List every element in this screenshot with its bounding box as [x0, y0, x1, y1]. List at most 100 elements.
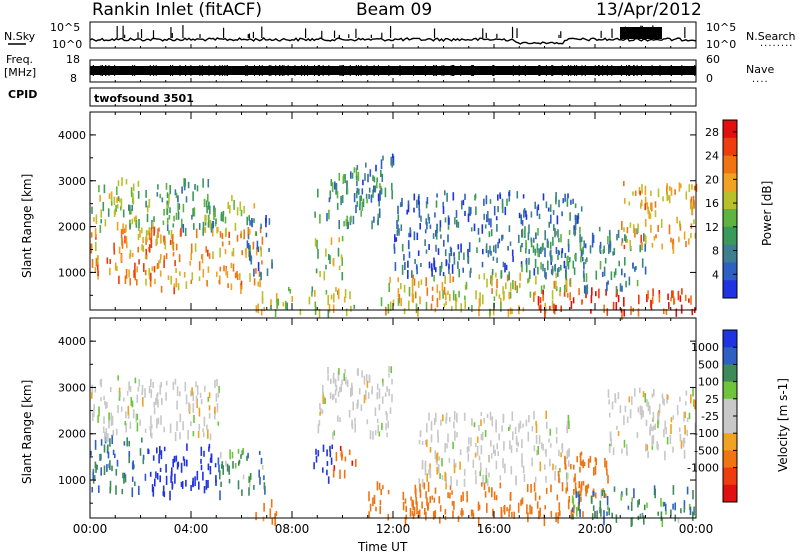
power-cell [161, 197, 164, 203]
velocity-cell [556, 494, 559, 501]
power-cell [144, 255, 147, 260]
power-cell [165, 253, 168, 260]
power-cell [448, 263, 450, 270]
velocity-cell [660, 497, 662, 507]
power-colorbar-tick-label: 8 [712, 245, 719, 258]
power-cell [527, 232, 530, 241]
power-cell [430, 263, 433, 272]
power-cell [551, 300, 554, 309]
velocity-cell [627, 505, 630, 510]
velocity-cell [435, 412, 437, 423]
velocity-cell [319, 403, 321, 410]
velocity-cell [686, 429, 688, 437]
power-cell [328, 254, 330, 261]
power-cell [350, 171, 352, 179]
velocity-cell [511, 511, 513, 518]
velocity-cell [194, 476, 196, 487]
power-cell [684, 294, 687, 302]
velocity-cell [543, 516, 546, 527]
velocity-cell [594, 457, 597, 462]
power-cell [368, 187, 371, 193]
power-cell [666, 185, 668, 195]
velocity-cell [511, 411, 514, 421]
power-cell [691, 206, 694, 216]
power-cell [245, 248, 247, 258]
power-cell [169, 207, 171, 214]
velocity-cell [122, 472, 124, 479]
velocity-cell [351, 460, 354, 466]
power-cell [109, 259, 111, 265]
power-cell [467, 248, 469, 257]
power-cell [428, 261, 431, 269]
power-cell [499, 194, 502, 199]
power-cell [369, 169, 372, 177]
velocity-cell [514, 426, 517, 435]
velocity-cell [640, 513, 643, 519]
velocity-cell [237, 448, 240, 454]
velocity-cell [608, 399, 610, 405]
velocity-cell [365, 374, 368, 382]
power-cell [152, 221, 154, 228]
power-cell [318, 308, 321, 318]
power-cell [625, 235, 627, 243]
velocity-colorbar-swatch [723, 450, 737, 469]
velocity-cell [538, 510, 540, 520]
velocity-cell [434, 450, 437, 460]
velocity-cell [109, 387, 112, 393]
power-cell [190, 243, 193, 254]
power-cell [210, 223, 213, 233]
power-cell [240, 285, 242, 295]
velocity-cell [486, 478, 489, 487]
velocity-cell [536, 450, 538, 456]
power-cell [222, 210, 225, 216]
power-cell [381, 173, 384, 183]
velocity-cell [528, 415, 530, 423]
velocity-cell [416, 508, 418, 515]
power-cell [490, 275, 492, 285]
power-cell [425, 218, 427, 225]
power-cell [198, 276, 201, 282]
velocity-cell [327, 374, 329, 381]
velocity-cell [123, 441, 126, 446]
velocity-cell [149, 471, 152, 477]
velocity-cell [379, 499, 382, 506]
velocity-cell [428, 412, 430, 421]
power-cell [251, 218, 253, 227]
velocity-cell [574, 482, 577, 492]
power-cell [416, 232, 419, 241]
power-cell [413, 231, 416, 241]
power-cell [508, 225, 511, 232]
power-cell [100, 219, 102, 224]
velocity-cell [413, 506, 416, 517]
velocity-cell [686, 417, 689, 423]
velocity-cell [418, 439, 421, 445]
power-cell [458, 251, 460, 261]
power-cell [442, 206, 445, 214]
velocity-cell [174, 378, 177, 385]
power-cell [491, 288, 493, 294]
power-cell [542, 193, 545, 201]
power-cell [372, 189, 374, 198]
power-cell [319, 214, 321, 224]
power-cell [151, 266, 154, 272]
power-cell [341, 257, 343, 266]
nave-tick-top: 60 [706, 53, 720, 66]
power-cell [417, 196, 420, 205]
power-cell [590, 295, 593, 304]
power-cell [536, 243, 539, 253]
power-cell [340, 195, 342, 206]
velocity-cell [231, 451, 234, 459]
velocity-cell [444, 471, 446, 482]
velocity-cell [427, 502, 430, 510]
power-cell [408, 251, 411, 258]
power-cell [694, 232, 697, 239]
power-cell [457, 221, 460, 228]
power-cell [458, 290, 460, 298]
power-cell [464, 210, 466, 217]
velocity-cell [565, 487, 568, 494]
velocity-cell [503, 441, 505, 451]
power-cell [150, 237, 152, 243]
power-cell [538, 251, 540, 258]
power-ytick-label: 1000 [58, 266, 86, 279]
velocity-cell [152, 455, 155, 461]
